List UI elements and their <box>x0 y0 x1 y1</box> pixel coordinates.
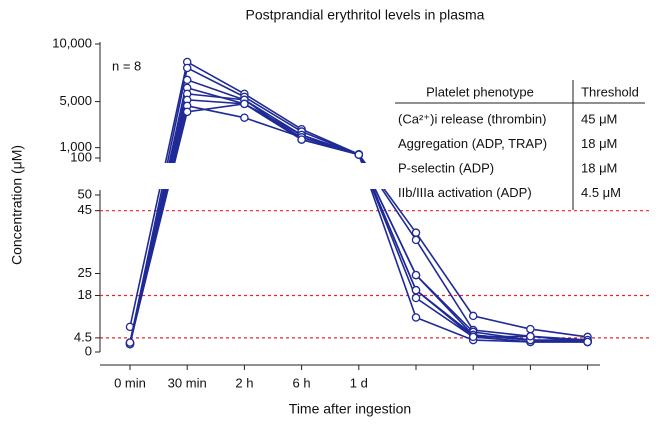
y-tick-label: 18 <box>78 287 92 302</box>
data-point <box>182 107 192 117</box>
y-tick-label: 25 <box>78 265 92 280</box>
table-cell: 18 μM <box>581 136 617 151</box>
data-point <box>526 332 535 341</box>
data-point <box>297 135 306 144</box>
annotation: n = 8 <box>112 58 141 73</box>
data-point <box>354 150 364 159</box>
table-header: Threshold <box>581 84 639 99</box>
data-point <box>240 99 249 109</box>
y-tick-label: 10,000 <box>52 35 92 50</box>
y-tick-label: 4.5 <box>74 329 92 344</box>
x-tick-label: 1 d <box>350 375 368 390</box>
axis-break <box>104 163 404 189</box>
data-point <box>240 113 249 122</box>
table-cell: 45 μM <box>581 111 617 126</box>
data-point <box>411 285 421 295</box>
data-point <box>411 313 421 322</box>
y-tick-label: 100 <box>70 149 92 164</box>
data-point <box>468 332 478 342</box>
y-tick-label: 45 <box>78 202 92 217</box>
data-point <box>125 338 135 347</box>
data-point <box>411 293 421 303</box>
y-tick-label: 0 <box>85 343 92 358</box>
table-cell: 18 μM <box>581 160 617 175</box>
table-cell: (Ca²⁺)i release (thrombin) <box>398 111 546 126</box>
data-point <box>526 324 535 334</box>
table-cell: Aggregation (ADP, TRAP) <box>398 136 547 151</box>
y-axis-label: Concentration (μM) <box>9 145 25 265</box>
data-point <box>583 337 592 347</box>
chart-title: Postprandial erythritol levels in plasma <box>246 7 485 23</box>
x-tick-label: 6 h <box>293 375 311 390</box>
data-point <box>411 270 421 280</box>
x-tick-label: 2 h <box>235 375 253 390</box>
y-tick-label: 1,000 <box>59 139 92 154</box>
x-tick-label: 0 min <box>114 375 146 390</box>
y-tick-label: 50 <box>78 186 92 201</box>
data-point <box>468 311 478 321</box>
x-axis-label: Time after ingestion <box>289 401 411 417</box>
table-cell: 4.5 μM <box>581 185 621 200</box>
table-header: Platelet phenotype <box>426 84 534 99</box>
data-point <box>182 75 192 85</box>
data-point <box>411 235 421 245</box>
x-tick-label: 30 min <box>168 375 207 390</box>
table-cell: IIb/IIIa activation (ADP) <box>398 185 532 200</box>
series-line <box>129 66 588 343</box>
table-cell: P-selectin (ADP) <box>398 160 494 175</box>
series-line <box>129 92 588 345</box>
data-point <box>182 63 192 73</box>
y-tick-label: 5,000 <box>59 93 92 108</box>
